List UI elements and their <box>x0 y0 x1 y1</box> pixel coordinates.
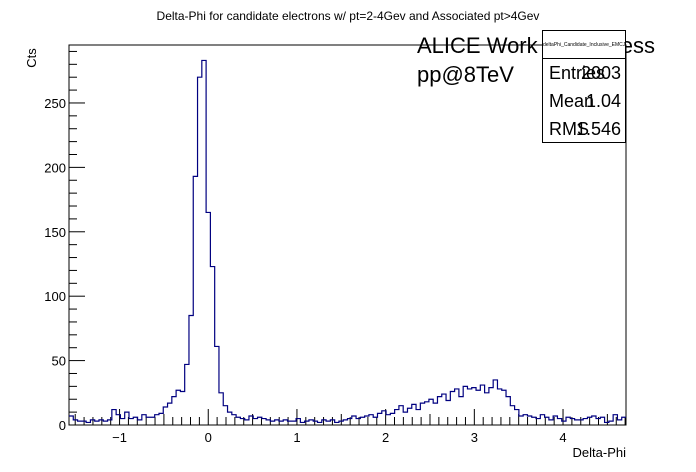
y-tick-label: 50 <box>52 354 66 369</box>
x-tick-label: 4 <box>559 430 566 445</box>
y-tick-label: 100 <box>44 289 66 304</box>
stats-rms-value: 1.546 <box>575 119 621 139</box>
stats-row-rms: RMS 1.546 <box>549 115 621 143</box>
stats-mean-label: Mean <box>549 91 595 111</box>
stats-title: deltaPhi_Candidate_Inclusive_EMCJet <box>543 31 625 59</box>
stats-mean-value: 1.04 <box>585 91 621 111</box>
chart-title: Delta-Phi for candidate electrons w/ pt=… <box>157 9 540 23</box>
stats-entries-value: 2003 <box>580 63 621 83</box>
x-tick-label: 2 <box>382 430 389 445</box>
y-tick-label: 200 <box>44 160 66 175</box>
y-tick-label: 0 <box>59 418 66 433</box>
x-tick-label: 1 <box>293 430 300 445</box>
x-tick-label: 3 <box>471 430 478 445</box>
x-tick-label: 0 <box>205 430 212 445</box>
x-tick-label: −1 <box>112 430 127 445</box>
y-tick-label: 250 <box>44 96 66 111</box>
stats-row-entries: Entries 2003 <box>549 59 621 87</box>
y-tick-label: 150 <box>44 225 66 240</box>
histogram-line <box>69 59 626 424</box>
stats-box: deltaPhi_Candidate_Inclusive_EMCJet Entr… <box>542 30 626 143</box>
x-axis-label: Delta-Phi <box>573 445 627 460</box>
y-axis-label: Cts <box>24 48 39 68</box>
stats-entries-label: Entries <box>549 63 606 83</box>
stats-rms-label: RMS <box>549 119 589 139</box>
plot-frame <box>68 44 627 426</box>
stats-row-mean: Mean 1.04 <box>549 87 621 115</box>
y-axis-ticks: 0 50 100 150 200 250 <box>44 50 85 433</box>
x-axis-ticks: −1 0 1 2 3 4 <box>74 409 626 445</box>
watermark-line-2: pp@8TeV <box>417 62 514 87</box>
